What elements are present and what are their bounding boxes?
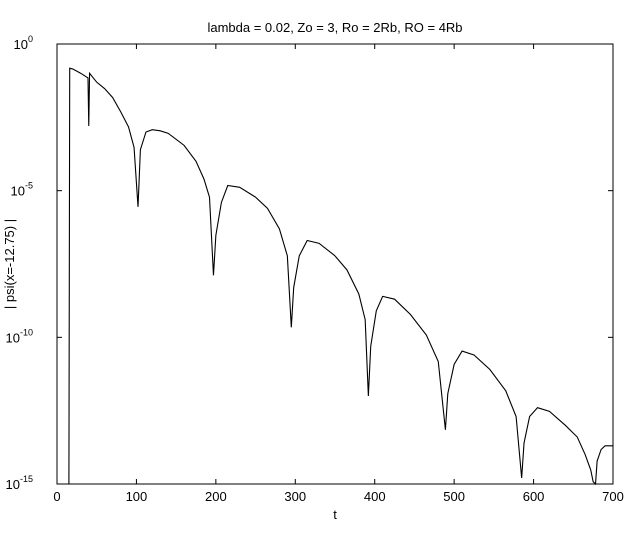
data-line — [68, 67, 613, 486]
y-axis-label: | psi(x=-12.75) | — [2, 219, 17, 309]
y-tick-base: 10 — [11, 184, 25, 199]
x-tick-label: 600 — [523, 489, 545, 504]
x-tick-label: 0 — [53, 489, 60, 504]
y-tick-exponent: -5 — [25, 181, 33, 191]
x-tick-label: 400 — [364, 489, 386, 504]
y-tick-label: 100 — [14, 34, 33, 52]
x-tick-label: 200 — [205, 489, 227, 504]
y-tick-base: 10 — [6, 477, 20, 492]
x-tick-label: 500 — [443, 489, 465, 504]
y-tick-exponent: 0 — [28, 34, 33, 44]
x-tick-label: 700 — [602, 489, 624, 504]
chart-title: lambda = 0.02, Zo = 3, Ro = 2Rb, RO = 4R… — [207, 20, 462, 35]
x-axis-label: t — [333, 507, 337, 522]
y-tick-label: 10-15 — [6, 474, 33, 492]
y-tick-label: 10-10 — [6, 327, 33, 345]
y-tick-exponent: -10 — [20, 327, 33, 337]
plot-frame — [56, 43, 614, 485]
y-tick-base: 10 — [14, 37, 28, 52]
y-tick-base: 10 — [6, 330, 20, 345]
y-tick-label: 10-5 — [11, 181, 33, 199]
x-tick-label: 300 — [284, 489, 306, 504]
y-tick-exponent: -15 — [20, 474, 33, 484]
x-tick-label: 100 — [126, 489, 148, 504]
